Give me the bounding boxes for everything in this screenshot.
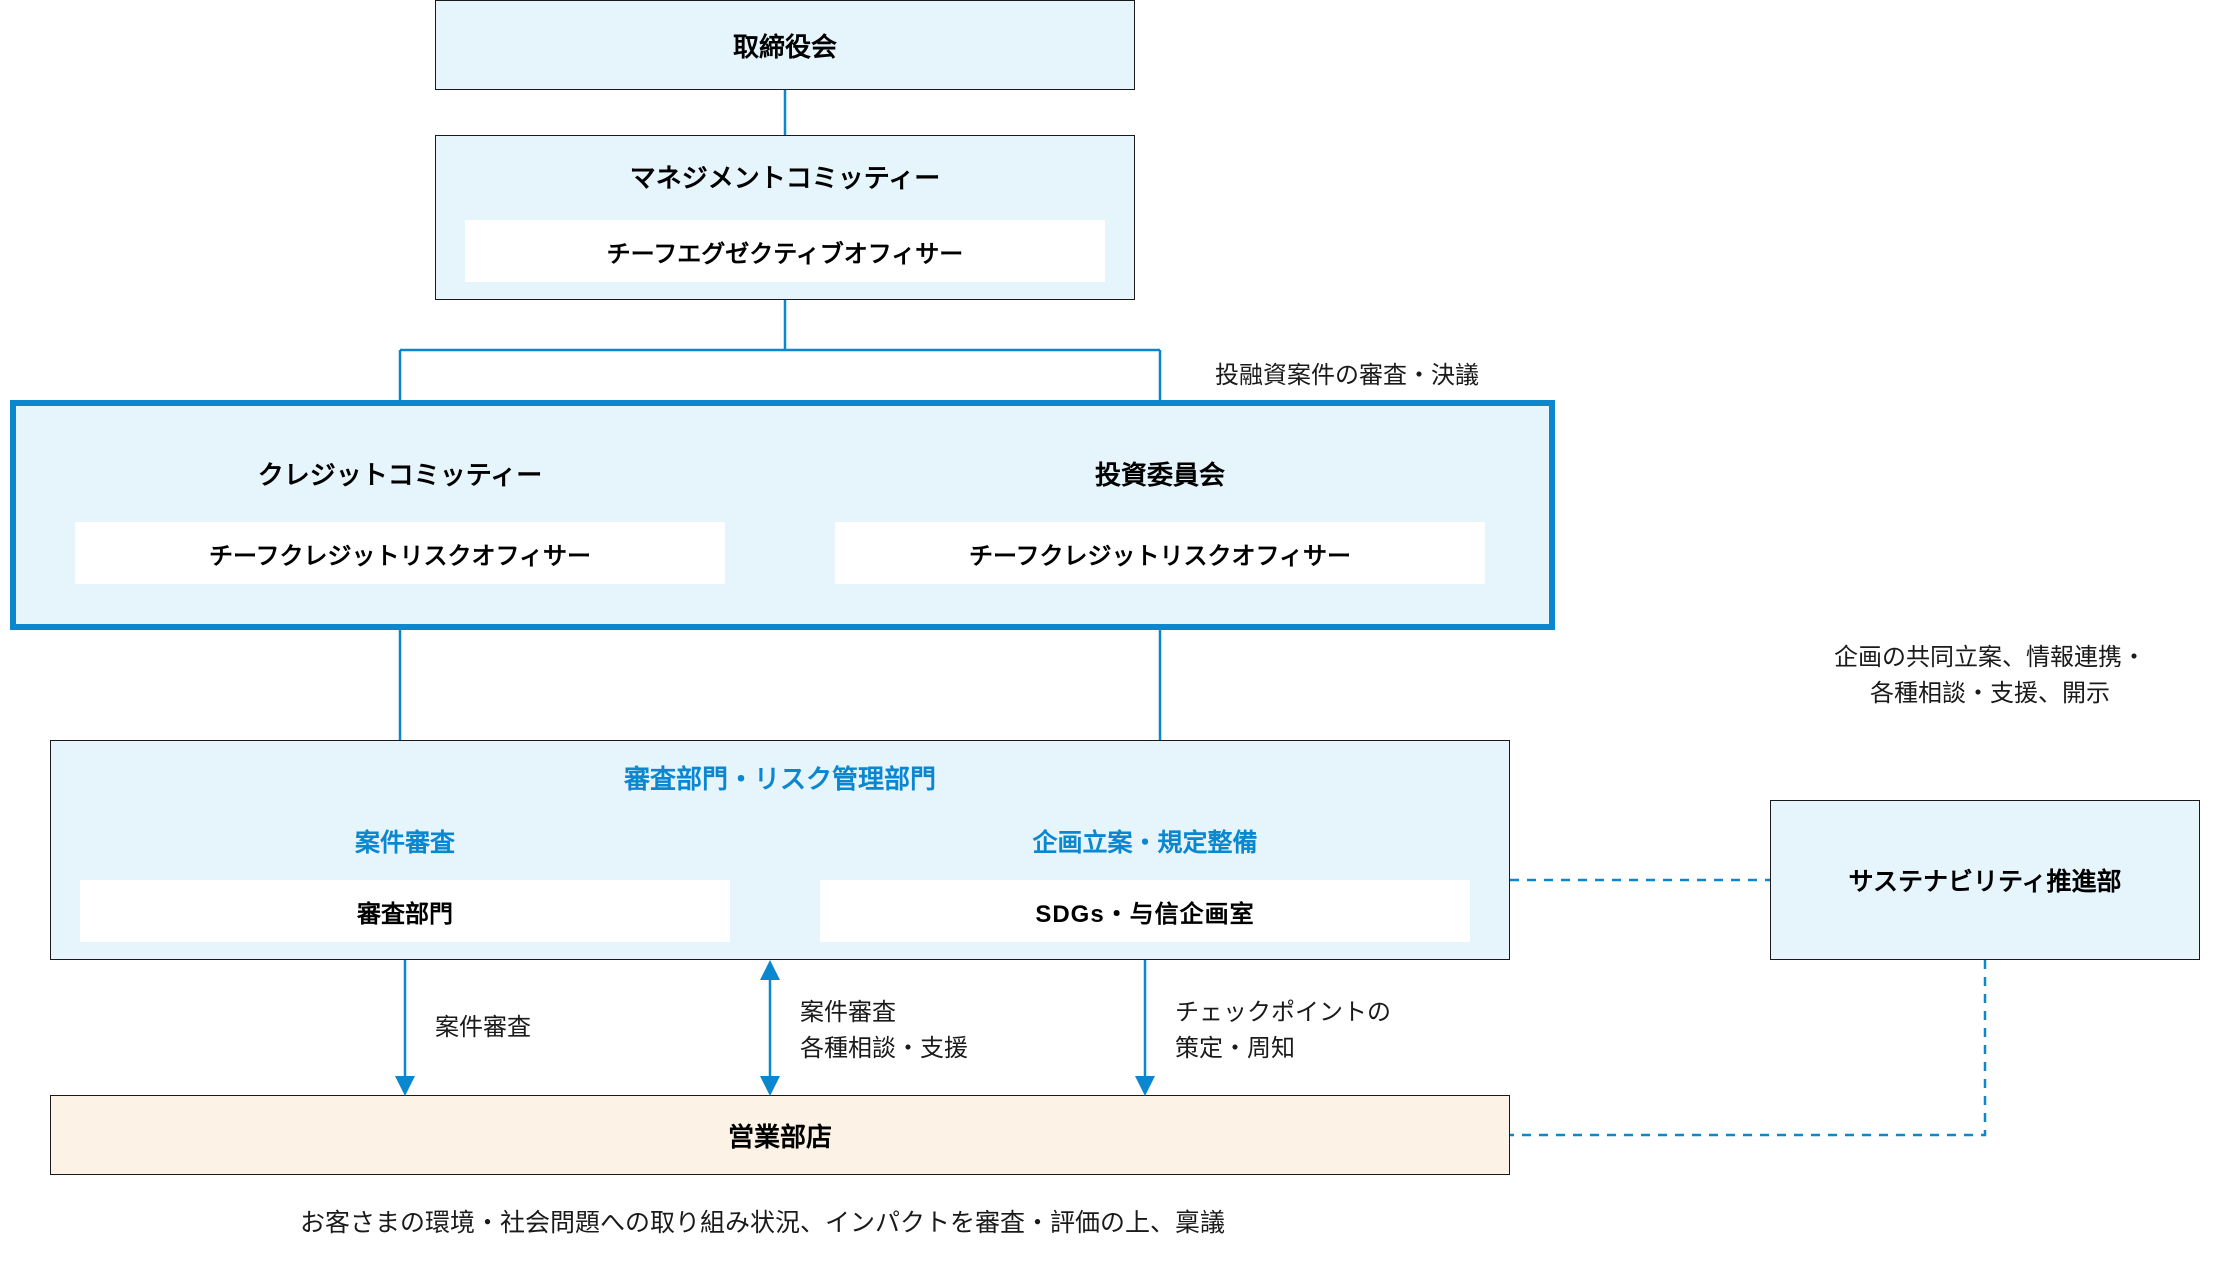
node-sales-label: 営業部店 xyxy=(728,1117,832,1154)
review-left-caption: 案件審査 xyxy=(80,825,730,863)
annotation-arrow3: チェックポイントの 策定・周知 xyxy=(1175,995,1391,1067)
node-credit-officer-sub: チーフクレジットリスクオフィサー xyxy=(75,522,725,584)
node-ceo-sub: チーフエグゼクティブオフィサー xyxy=(465,220,1105,282)
node-ceo-label: チーフエグゼクティブオフィサー xyxy=(607,234,964,269)
node-investment-committee-label: 投資委員会 xyxy=(1095,455,1225,492)
node-credit-committee-label: クレジットコミッティー xyxy=(258,455,542,492)
node-review-sub-right: SDGs・与信企画室 xyxy=(820,880,1470,942)
connector-dashed xyxy=(1510,960,1985,1135)
node-board: 取締役会 xyxy=(435,0,1135,90)
annotation-coop-note: 企画の共同立案、情報連携・ 各種相談・支援、開示 xyxy=(1775,640,2205,712)
node-review-sub-left: 審査部門 xyxy=(80,880,730,942)
node-sustainability-label: サステナビリティ推進部 xyxy=(1848,862,2121,898)
node-sales: 営業部店 xyxy=(50,1095,1510,1175)
annotation-arrow1: 案件審査 xyxy=(435,1010,531,1046)
node-sustainability: サステナビリティ推進部 xyxy=(1770,800,2200,960)
node-review-sub-right-label: SDGs・与信企画室 xyxy=(1035,894,1254,929)
node-investment-officer-sub: チーフクレジットリスクオフィサー xyxy=(835,522,1485,584)
node-board-label: 取締役会 xyxy=(733,27,837,64)
node-review-sub-left-label: 審査部門 xyxy=(357,894,453,929)
annotation-review-note: 投融資案件の審査・決議 xyxy=(1215,358,1479,394)
annotation-arrow2: 案件審査 各種相談・支援 xyxy=(800,995,968,1067)
node-management-committee-label: マネジメントコミッティー xyxy=(630,158,940,195)
annotation-footer: お客さまの環境・社会問題への取り組み状況、インパクトを審査・評価の上、稟議 xyxy=(300,1205,1225,1243)
node-credit-officer-label: チーフクレジットリスクオフィサー xyxy=(209,536,591,571)
node-investment-officer-label: チーフクレジットリスクオフィサー xyxy=(969,536,1351,571)
review-right-caption: 企画立案・規定整備 xyxy=(820,825,1470,863)
node-review-dept-title: 審査部門・リスク管理部門 xyxy=(624,759,936,796)
